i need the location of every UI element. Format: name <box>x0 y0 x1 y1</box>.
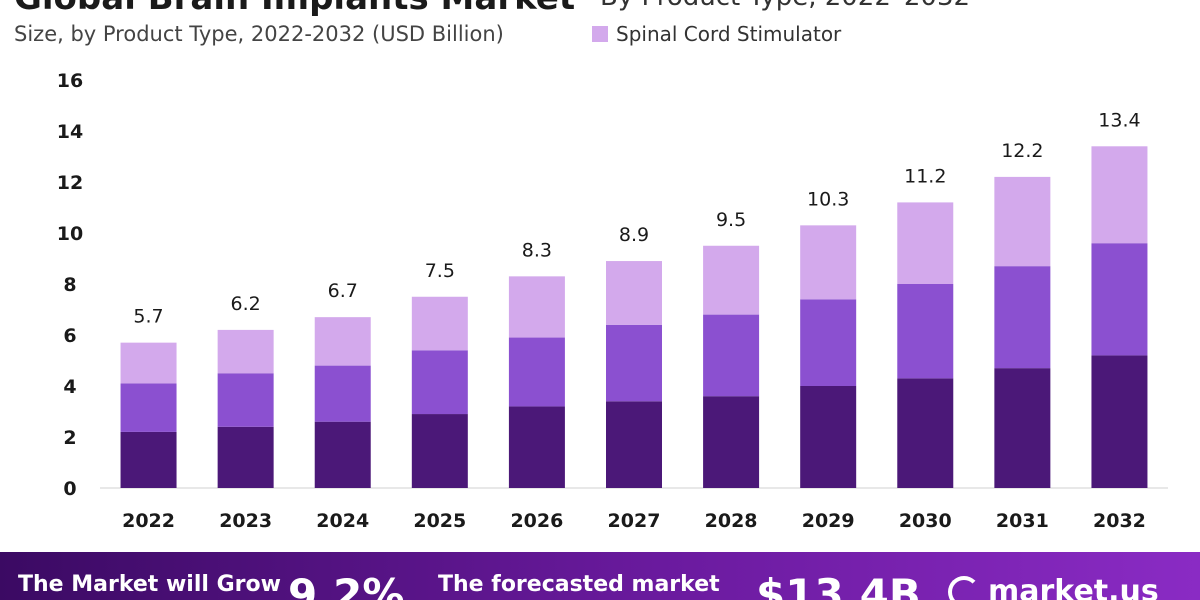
bar-segment-2031-s2 <box>994 176 1051 267</box>
bar-segment-2031-s0 <box>994 368 1051 488</box>
data-label-2031: 12.2 <box>1001 140 1043 162</box>
x-tick-label-2027: 2027 <box>608 510 661 532</box>
data-label-2032: 13.4 <box>1098 109 1140 131</box>
data-label-2029: 10.3 <box>807 188 849 210</box>
x-tick-label-2028: 2028 <box>705 510 758 532</box>
bar-segment-2026-s0 <box>508 406 565 488</box>
data-label-2026: 8.3 <box>522 239 552 261</box>
bar-segment-2031-s1 <box>994 266 1051 369</box>
bar-segment-2029-s2 <box>800 225 857 300</box>
data-label-2030: 11.2 <box>904 165 946 187</box>
bar-segment-2032-s2 <box>1091 146 1148 244</box>
forecast-value: $13.4B <box>756 570 921 600</box>
x-tick-label-2030: 2030 <box>899 510 952 532</box>
bar-segment-2024-s0 <box>314 421 371 488</box>
data-label-2028: 9.5 <box>716 209 746 231</box>
brand-logo-icon <box>948 575 980 600</box>
bar-segment-2025-s2 <box>411 296 468 351</box>
bar-chart: 0 2 4 6 8 10 12 14 16 5.7 6.2 6.7 7.5 8.3 8.9 9.5 10.3 1… <box>57 70 1168 532</box>
y-tick-label: 6 <box>63 325 76 347</box>
bar-segment-2027-s2 <box>606 261 662 325</box>
brand-logo: market.us <box>948 574 1159 600</box>
bar-segment-2027-s0 <box>606 401 662 488</box>
bar-segment-2025-s1 <box>411 350 468 415</box>
y-tick-label: 16 <box>57 70 83 92</box>
x-tick-label-2029: 2029 <box>802 510 855 532</box>
y-tick-label: 10 <box>57 223 83 245</box>
bar-segment-2022-s2 <box>120 342 177 384</box>
bar-segment-2030-s2 <box>897 202 954 284</box>
bar-segment-2023-s1 <box>217 373 274 427</box>
data-label-2024: 6.7 <box>328 280 358 302</box>
data-label-2025: 7.5 <box>425 260 455 282</box>
legend-swatch-spinal-cord <box>592 26 608 42</box>
data-label-2022: 5.7 <box>133 306 163 328</box>
cagr-value: 9.2% <box>288 570 405 600</box>
legend: Spinal Cord Stimulator <box>592 22 841 46</box>
x-tick-label-2025: 2025 <box>413 510 466 532</box>
y-tick-label: 8 <box>63 274 76 296</box>
x-tick-label-2032: 2032 <box>1093 510 1146 532</box>
x-tick-label-2024: 2024 <box>316 510 369 532</box>
x-tick-label-2031: 2031 <box>996 510 1049 532</box>
bar-segment-2028-s0 <box>703 396 760 488</box>
grow-label: The Market will Grow <box>18 572 281 597</box>
bar-segment-2029-s0 <box>800 386 857 488</box>
bar-segment-2026-s1 <box>508 337 565 407</box>
bar-segment-2024-s2 <box>314 317 371 366</box>
data-labels: 5.7 6.2 6.7 7.5 8.3 8.9 9.5 10.3 11.2 12.2 13.4 <box>133 109 1140 327</box>
y-tick-label: 4 <box>63 376 76 398</box>
bar-segment-2023-s2 <box>217 329 274 374</box>
y-tick-label: 12 <box>57 172 83 194</box>
bar-segment-2022-s1 <box>120 383 177 432</box>
bar-segment-2026-s2 <box>508 276 565 338</box>
y-axis: 0 2 4 6 8 10 12 14 16 <box>57 70 1168 500</box>
bar-segment-2032-s1 <box>1091 243 1148 356</box>
bar-segment-2024-s1 <box>314 365 371 422</box>
bar-segment-2030-s0 <box>897 378 954 488</box>
bar-segment-2023-s0 <box>217 426 274 488</box>
bar-segment-2029-s1 <box>800 299 857 386</box>
chart-title-right: By Product Type, 2022–2032 <box>600 0 970 12</box>
chart-subtitle: Size, by Product Type, 2022-2032 (USD Bi… <box>14 22 504 46</box>
bar-segment-2028-s1 <box>703 314 760 397</box>
footer-banner: The Market will Grow 9.2% The forecasted… <box>0 552 1200 600</box>
data-label-2023: 6.2 <box>231 293 261 315</box>
brand-name: market.us <box>988 574 1159 600</box>
bar-segment-2025-s0 <box>411 414 468 488</box>
forecast-label: The forecasted market <box>438 572 720 597</box>
x-tick-label-2026: 2026 <box>510 510 563 532</box>
bar-segment-2032-s0 <box>1091 355 1148 488</box>
bars <box>120 146 1148 488</box>
x-tick-label-2023: 2023 <box>219 510 272 532</box>
y-tick-label: 14 <box>57 121 83 143</box>
chart-title: Global Brain Implants Market <box>14 0 575 18</box>
y-tick-label: 2 <box>63 427 76 449</box>
x-tick-label-2022: 2022 <box>122 510 175 532</box>
x-axis: 2022 2023 2024 2025 2026 2027 2028 2029 2030 2031… <box>122 510 1146 532</box>
bar-segment-2030-s1 <box>897 284 954 379</box>
data-label-2027: 8.9 <box>619 224 649 246</box>
bar-segment-2022-s0 <box>120 431 177 488</box>
bar-segment-2028-s2 <box>703 245 760 315</box>
legend-label-spinal-cord: Spinal Cord Stimulator <box>616 22 842 46</box>
y-tick-label: 0 <box>63 478 76 500</box>
bar-segment-2027-s1 <box>606 324 662 402</box>
